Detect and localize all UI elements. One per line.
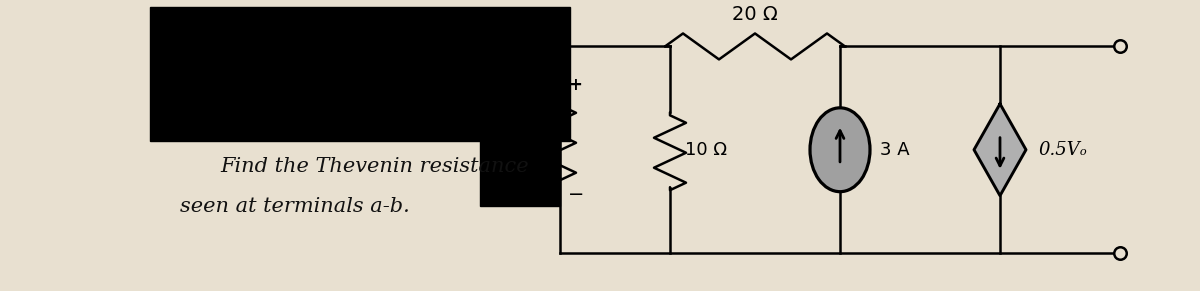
Text: Vₒ: Vₒ: [532, 131, 552, 149]
Polygon shape: [974, 104, 1026, 196]
Bar: [480, 141, 560, 206]
Text: 0.5Vₒ: 0.5Vₒ: [1038, 141, 1087, 159]
Text: Find the Thevenin resistance: Find the Thevenin resistance: [220, 157, 529, 176]
Text: 10 Ω: 10 Ω: [685, 141, 727, 159]
Text: +: +: [568, 76, 582, 94]
Ellipse shape: [810, 108, 870, 192]
Bar: [150, 6, 570, 141]
Text: seen at terminals a-b.: seen at terminals a-b.: [180, 197, 409, 216]
Text: 3 A: 3 A: [880, 141, 910, 159]
Text: 20 Ω: 20 Ω: [732, 6, 778, 24]
Text: −: −: [568, 185, 584, 204]
